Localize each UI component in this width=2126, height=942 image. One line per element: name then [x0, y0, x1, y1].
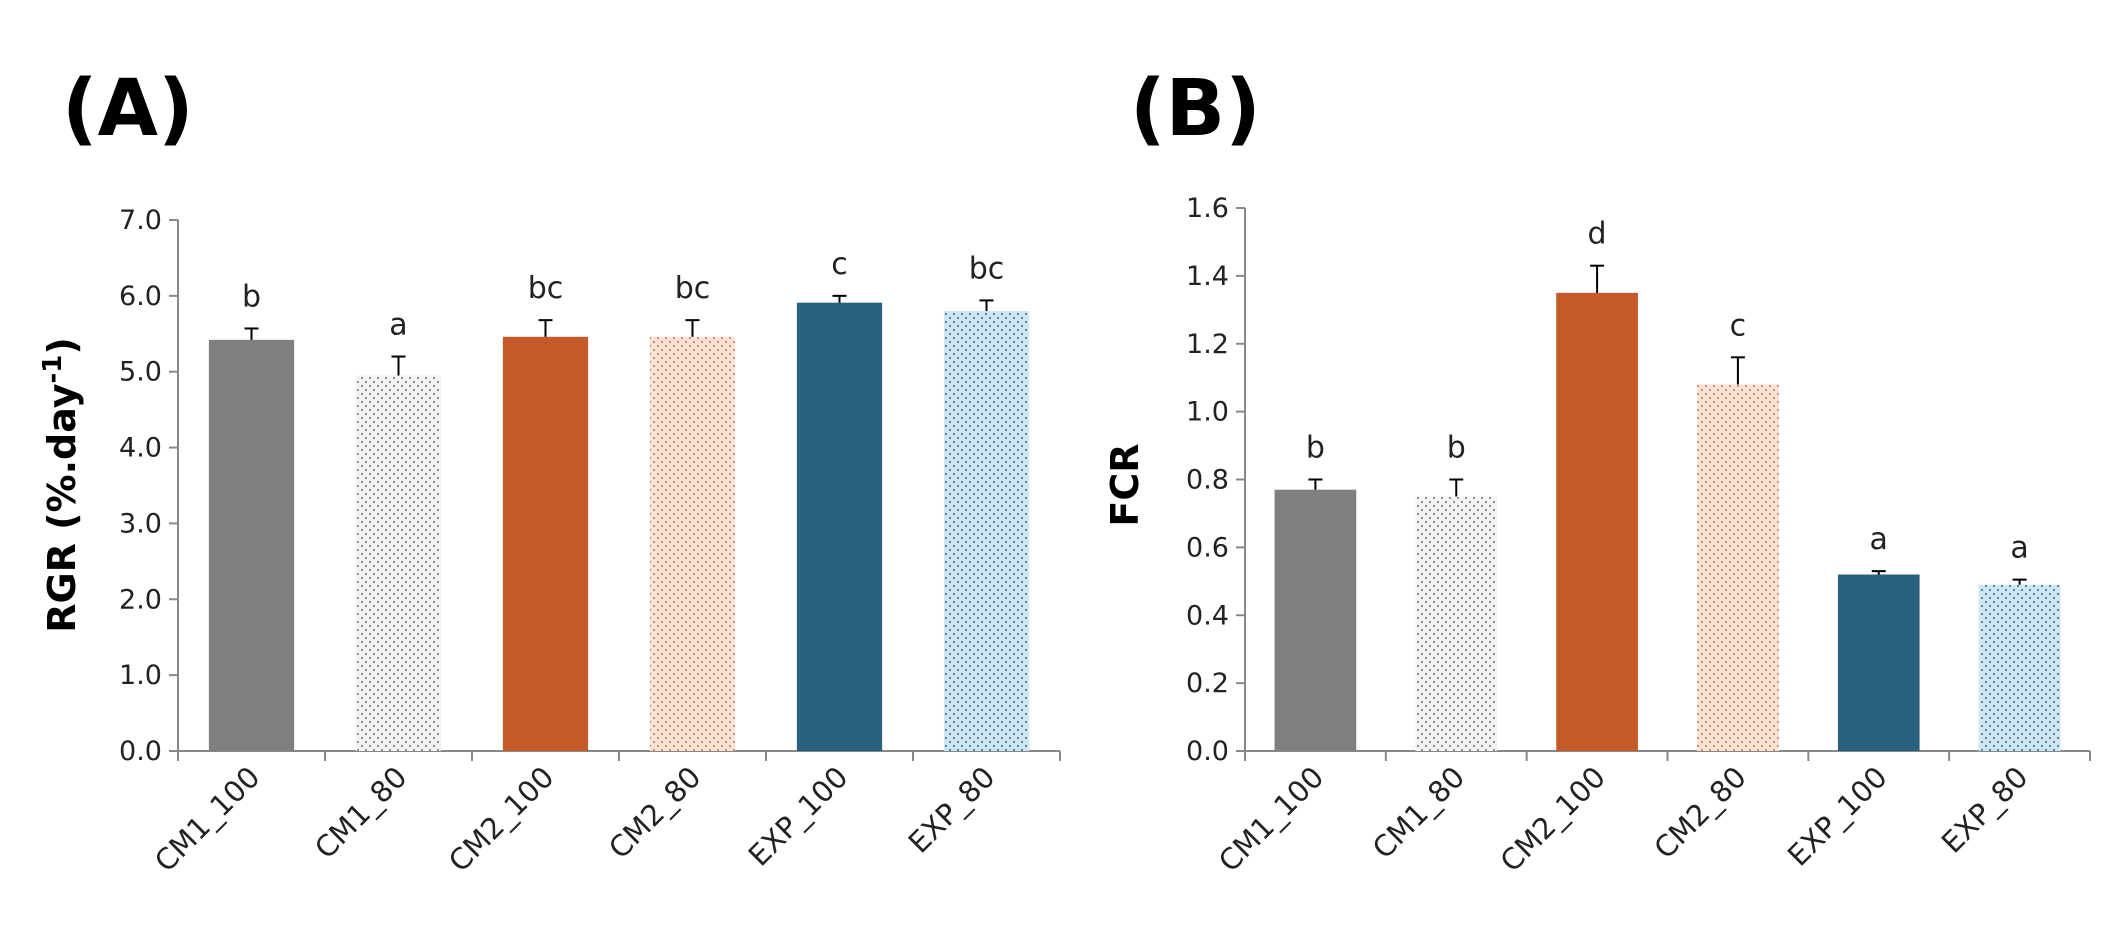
bar-cm1-80	[1415, 496, 1498, 751]
y-tick-label: 0.0	[1186, 736, 1229, 767]
y-tick-label: 0.8	[1186, 465, 1229, 496]
y-tick-label: 3.0	[119, 508, 162, 539]
category-label: CM2_100	[1494, 760, 1612, 878]
bar-cm1-80	[355, 375, 442, 751]
panel-label: (A)	[62, 64, 194, 154]
y-axis-label-superscript: -1	[38, 355, 68, 384]
significance-label: b	[242, 279, 261, 314]
y-tick-label: 1.0	[119, 660, 162, 691]
category-label: EXP_100	[742, 760, 855, 873]
chart-panel-b: (B) FCR 0.0 0.2 0.4 0.6 0.8 1.0 1.2 1.4 1.6 b CM1_10…	[1103, 64, 2091, 878]
category-label: CM1_80	[1366, 760, 1471, 865]
y-axis-label: FCR	[1103, 443, 1147, 526]
y-tick-label: 1.2	[1186, 329, 1229, 360]
y-tick-label: 0.6	[1186, 532, 1229, 563]
y-tick-label: 1.6	[1186, 193, 1229, 224]
y-axis-label-main: RGR (%.day	[40, 383, 84, 632]
y-tick-label: 2.0	[119, 584, 162, 615]
y-tick-label: 1.4	[1186, 261, 1229, 292]
category-label: EXP_80	[1935, 760, 2035, 860]
y-axis-label: RGR (%.day-1)	[38, 337, 84, 633]
y-tick-label: 0.0	[119, 736, 162, 767]
bar-exp-100	[1837, 574, 1920, 751]
bar-exp-100	[796, 302, 883, 751]
category-label: CM2_100	[442, 760, 560, 878]
category-label: CM1_80	[308, 760, 413, 865]
significance-label: c	[831, 247, 848, 282]
significance-label: a	[2010, 531, 2028, 566]
y-tick-label: 5.0	[119, 357, 162, 388]
significance-label: b	[1447, 431, 1466, 466]
category-label: EXP_80	[902, 760, 1002, 860]
bar-cm1-100	[208, 339, 295, 751]
y-axis-label-main: FCR	[1103, 443, 1147, 526]
significance-label: a	[1870, 522, 1888, 557]
category-label: CM1_100	[148, 760, 266, 878]
category-label: CM1_100	[1212, 760, 1330, 878]
chart-panel-a: (A) RGR (%.day-1) 0.0 1.0 2.0 3.0 4.0 5.0 6.0 7.0…	[38, 64, 1061, 878]
panel-label: (B)	[1130, 64, 1261, 154]
category-label: CM2_80	[1647, 760, 1752, 865]
significance-label: c	[1730, 308, 1747, 343]
category-label: EXP_100	[1781, 760, 1894, 873]
significance-label: bc	[528, 271, 564, 306]
significance-label: d	[1588, 217, 1607, 252]
y-tick-label: 0.4	[1186, 600, 1229, 631]
bar-cm2-80	[649, 336, 736, 751]
y-tick-label: 6.0	[119, 281, 162, 312]
significance-label: bc	[969, 251, 1005, 286]
significance-label: a	[389, 308, 407, 343]
significance-label: bc	[675, 271, 711, 306]
y-axis-label-close: )	[40, 337, 84, 354]
bar-cm1-100	[1274, 489, 1357, 751]
bar-cm2-100	[502, 336, 589, 751]
bar-exp-80	[943, 311, 1030, 751]
y-tick-label: 4.0	[119, 433, 162, 464]
bar-cm2-100	[1556, 292, 1638, 751]
bar-exp-80	[1978, 584, 2061, 751]
significance-label: b	[1306, 431, 1325, 466]
y-tick-label: 0.2	[1186, 668, 1229, 699]
category-label: CM2_80	[602, 760, 707, 865]
y-tick-label: 7.0	[119, 205, 162, 236]
bar-cm2-80	[1697, 384, 1779, 751]
y-tick-label: 1.0	[1186, 397, 1229, 428]
